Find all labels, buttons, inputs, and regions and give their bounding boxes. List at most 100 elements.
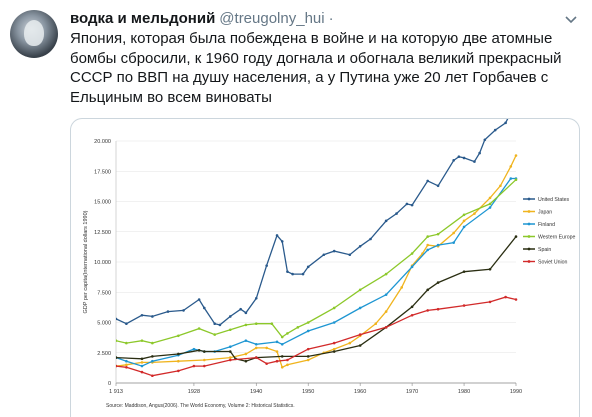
data-point — [228, 350, 232, 353]
y-tick-label: 17.500 — [94, 169, 111, 175]
x-tick-label: 1 913 — [109, 389, 123, 395]
data-point — [151, 359, 154, 363]
data-point — [452, 231, 455, 235]
data-point — [478, 151, 481, 155]
legend-label: Finland — [538, 222, 555, 228]
series-line — [116, 236, 517, 362]
data-point — [348, 341, 352, 345]
legend-marker — [527, 235, 531, 238]
data-point — [125, 341, 128, 345]
data-point — [452, 159, 455, 162]
data-point — [228, 358, 232, 362]
data-point — [140, 357, 144, 361]
data-point — [239, 307, 242, 311]
data-point — [405, 202, 409, 206]
data-point — [270, 322, 274, 326]
separator-dot: · — [328, 10, 334, 27]
y-tick-label: 7.500 — [97, 290, 111, 296]
tweet-text-line: СССР по ВВП на душу населения, а у Путин… — [70, 69, 549, 86]
data-point — [197, 349, 201, 352]
data-point — [116, 364, 118, 368]
data-point — [332, 347, 336, 351]
data-point — [140, 339, 144, 342]
data-point — [493, 128, 497, 132]
data-point — [151, 374, 154, 378]
avatar-face — [24, 20, 44, 46]
data-point — [140, 361, 144, 364]
data-point — [280, 365, 284, 369]
data-point — [265, 264, 268, 267]
data-point — [462, 225, 466, 229]
data-point — [306, 355, 310, 358]
legend-marker — [527, 260, 531, 263]
x-tick-label: 1960 — [354, 389, 366, 395]
display-name[interactable]: водка и мельдоний — [70, 10, 216, 27]
data-point — [410, 252, 414, 255]
data-point — [488, 300, 492, 304]
chart-svg: 0 2.500 5.000 7.500 10.000 12.500 15.000 17.500… — [83, 119, 576, 409]
x-tick-label: 1980 — [458, 389, 470, 395]
data-point — [166, 310, 170, 313]
series-line — [116, 155, 517, 369]
x-tick-label: 1970 — [406, 389, 418, 395]
y-tick-label: 15.000 — [94, 200, 111, 206]
series-line — [116, 179, 517, 344]
data-point — [228, 328, 232, 332]
chevron-down-icon[interactable] — [564, 12, 578, 26]
data-point — [410, 203, 414, 207]
avatar[interactable] — [10, 10, 58, 58]
data-point — [436, 281, 440, 284]
data-point — [514, 235, 518, 238]
data-point — [228, 315, 232, 318]
legend-label: Spain — [538, 247, 551, 253]
data-point — [218, 323, 222, 327]
data-point — [462, 219, 466, 223]
data-point — [244, 352, 248, 356]
legend-label: Japan — [538, 210, 552, 216]
data-point — [177, 334, 180, 338]
data-point — [395, 212, 398, 215]
data-point — [426, 288, 429, 292]
data-point — [203, 364, 206, 368]
data-point — [244, 339, 248, 342]
data-point — [473, 212, 476, 215]
data-point — [374, 322, 378, 326]
tweet-media-chart[interactable]: 0 2.500 5.000 7.500 10.000 12.500 15.000 17.500… — [70, 118, 580, 417]
data-point — [514, 178, 518, 182]
y-tick-label: 20.000 — [94, 139, 111, 145]
data-point — [244, 311, 248, 315]
data-point — [197, 327, 201, 330]
data-point — [358, 288, 362, 292]
data-point — [306, 329, 310, 333]
data-point — [306, 358, 310, 362]
data-point — [509, 177, 513, 180]
y-tick-label: 10.000 — [94, 260, 111, 266]
data-point — [332, 321, 336, 324]
y-tick-label: 5.000 — [97, 321, 111, 327]
data-point — [116, 339, 118, 342]
x-tick-label: 1928 — [188, 389, 200, 395]
data-point — [228, 356, 232, 359]
handle[interactable]: @treugolny_hui — [219, 10, 325, 27]
data-point — [332, 306, 336, 310]
data-point — [116, 317, 118, 321]
data-point — [426, 248, 429, 252]
data-point — [125, 322, 128, 326]
tweet-header: водка и мельдоний @treugolny_hui · — [70, 10, 334, 28]
data-point — [286, 358, 289, 362]
data-point — [280, 342, 284, 346]
data-point — [228, 345, 232, 348]
data-point — [280, 335, 284, 339]
data-point — [384, 219, 388, 223]
data-point — [125, 363, 128, 367]
data-point — [332, 341, 336, 345]
data-point — [483, 138, 487, 142]
data-point — [410, 313, 414, 317]
data-point — [457, 155, 461, 159]
data-point — [504, 295, 507, 299]
series-line — [116, 119, 509, 326]
data-point — [462, 213, 466, 217]
data-point — [384, 272, 388, 276]
data-point — [348, 253, 352, 257]
data-point — [140, 313, 144, 317]
